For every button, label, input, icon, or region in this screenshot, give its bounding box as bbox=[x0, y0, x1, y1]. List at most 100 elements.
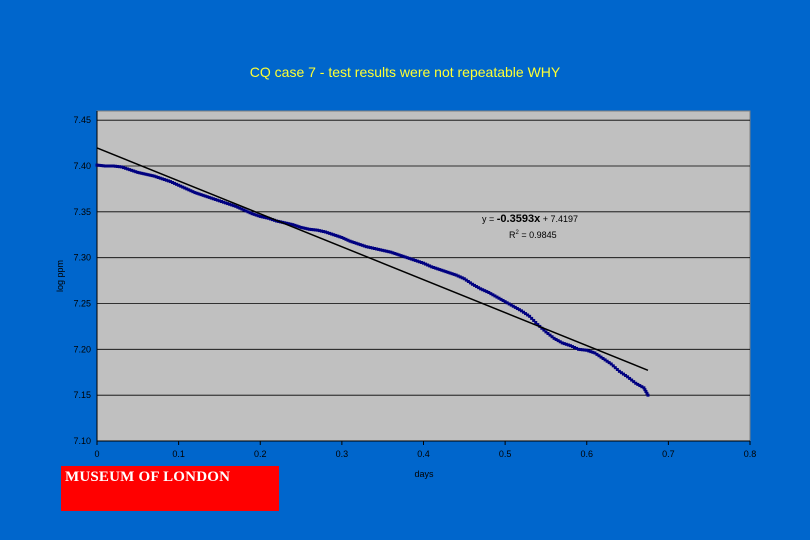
x-tick-label: 0.2 bbox=[254, 449, 267, 459]
data-point bbox=[136, 170, 140, 174]
data-point bbox=[601, 357, 605, 360]
y-tick-label: 7.25 bbox=[73, 299, 91, 309]
data-point bbox=[130, 168, 134, 172]
data-point bbox=[375, 247, 379, 251]
data-point bbox=[270, 218, 274, 222]
y-tick-label: 7.10 bbox=[73, 436, 91, 446]
data-point bbox=[564, 342, 568, 346]
data-point bbox=[458, 275, 462, 279]
data-point bbox=[213, 197, 217, 201]
data-point bbox=[575, 346, 579, 350]
data-point bbox=[444, 270, 448, 274]
data-point bbox=[454, 273, 458, 277]
x-tick-label: 0.1 bbox=[172, 449, 185, 459]
data-point bbox=[328, 231, 332, 235]
data-point bbox=[448, 271, 452, 275]
x-tick-labels: 0 0.1 0.2 0.3 0.4 0.5 0.6 0.7 0.8 bbox=[94, 449, 756, 459]
data-point bbox=[487, 291, 491, 294]
data-point bbox=[354, 241, 358, 245]
data-point bbox=[252, 212, 256, 216]
data-point bbox=[389, 250, 393, 254]
data-point bbox=[177, 183, 181, 187]
data-point bbox=[109, 164, 113, 168]
data-point bbox=[481, 288, 485, 292]
data-point bbox=[219, 200, 223, 204]
chart-title: CQ case 7 - test results were not repeat… bbox=[250, 64, 561, 80]
data-point bbox=[645, 391, 649, 395]
data-point bbox=[222, 200, 226, 204]
data-point bbox=[264, 216, 268, 220]
logo-text: MUSEUM OF LONDON bbox=[65, 469, 231, 485]
x-axis-label: days bbox=[414, 469, 434, 479]
data-point bbox=[144, 172, 148, 176]
data-point bbox=[558, 340, 562, 344]
data-point bbox=[268, 217, 272, 221]
data-point bbox=[113, 164, 117, 168]
x-tick-label: 0 bbox=[94, 449, 99, 459]
data-point bbox=[395, 252, 399, 256]
data-point bbox=[587, 349, 591, 353]
data-point bbox=[530, 316, 534, 320]
data-point bbox=[544, 330, 548, 334]
data-point bbox=[199, 193, 203, 197]
data-point bbox=[230, 203, 234, 207]
data-point bbox=[156, 175, 160, 179]
data-point bbox=[364, 245, 368, 249]
data-point bbox=[126, 167, 130, 171]
data-point bbox=[632, 380, 636, 384]
data-points bbox=[95, 163, 650, 397]
data-point bbox=[619, 371, 623, 375]
data-point bbox=[542, 328, 546, 332]
data-point bbox=[311, 228, 315, 232]
data-point bbox=[342, 236, 346, 240]
data-point bbox=[373, 247, 377, 250]
data-point bbox=[307, 227, 311, 231]
data-point bbox=[399, 254, 403, 258]
data-point bbox=[346, 238, 350, 242]
data-point bbox=[499, 297, 503, 301]
y-tick-label: 7.35 bbox=[73, 207, 91, 217]
data-point bbox=[352, 241, 356, 245]
data-point bbox=[305, 227, 309, 231]
data-point bbox=[401, 254, 405, 258]
data-point bbox=[475, 285, 479, 289]
data-point bbox=[207, 195, 211, 199]
data-point bbox=[568, 344, 572, 348]
data-point bbox=[515, 307, 519, 311]
data-point bbox=[385, 249, 389, 253]
data-point bbox=[428, 264, 432, 268]
data-point bbox=[244, 209, 248, 213]
data-point bbox=[160, 177, 164, 181]
data-point bbox=[452, 272, 456, 276]
data-point bbox=[450, 272, 454, 276]
data-point bbox=[195, 191, 199, 195]
data-point bbox=[338, 235, 342, 239]
data-point bbox=[503, 300, 507, 304]
data-point bbox=[532, 318, 536, 322]
data-point bbox=[134, 170, 138, 174]
data-point bbox=[419, 260, 423, 264]
data-point bbox=[521, 310, 525, 314]
data-point bbox=[387, 250, 391, 254]
data-point bbox=[517, 308, 521, 312]
data-point bbox=[191, 190, 195, 194]
data-point bbox=[468, 281, 472, 285]
data-point bbox=[299, 225, 303, 229]
data-point bbox=[570, 345, 574, 349]
data-point bbox=[171, 181, 175, 184]
data-point bbox=[438, 268, 442, 272]
data-point bbox=[224, 201, 228, 205]
data-point bbox=[238, 206, 242, 210]
data-point bbox=[122, 166, 126, 170]
data-point bbox=[440, 268, 444, 272]
data-point bbox=[411, 258, 415, 262]
data-point bbox=[501, 299, 505, 303]
data-point bbox=[124, 166, 128, 170]
data-point bbox=[644, 390, 648, 393]
data-point bbox=[383, 249, 387, 253]
data-point bbox=[591, 350, 595, 354]
data-point bbox=[405, 256, 409, 260]
data-point bbox=[336, 234, 340, 238]
museum-logo: MUSEUM OF LONDON bbox=[61, 466, 279, 511]
data-point bbox=[291, 223, 295, 227]
